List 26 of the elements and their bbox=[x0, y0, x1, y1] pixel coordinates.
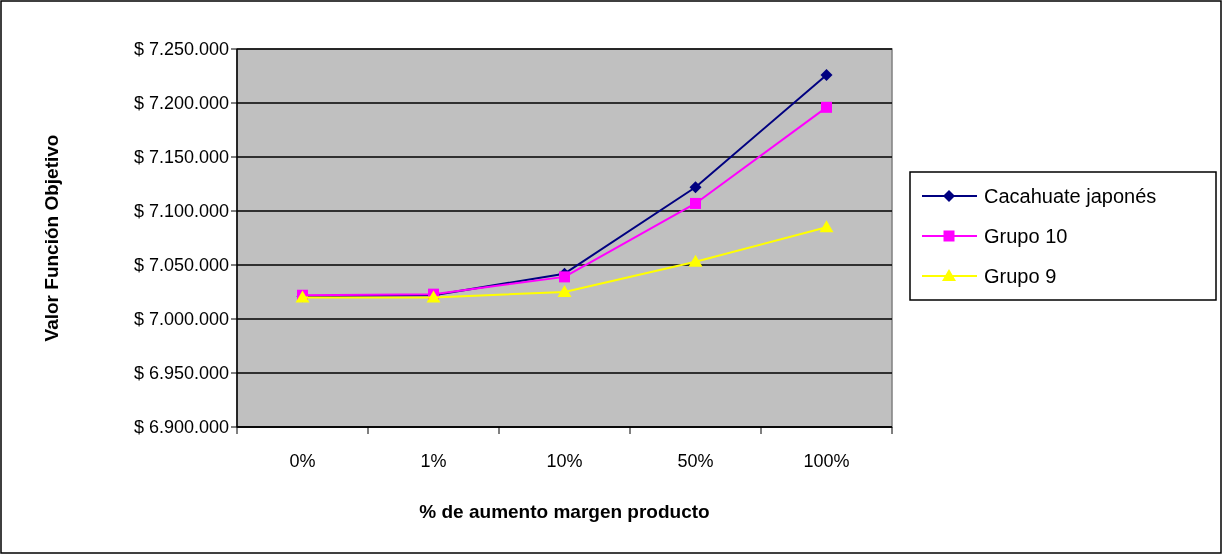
point bbox=[820, 68, 833, 81]
legend-label: Grupo 9 bbox=[984, 265, 1057, 287]
point bbox=[690, 197, 701, 209]
point bbox=[559, 271, 570, 283]
y-tick-label: $ 7.200.000 bbox=[133, 93, 229, 114]
legend-label: Cacahuate japonés bbox=[984, 185, 1157, 207]
legend-label: Grupo 10 bbox=[984, 225, 1068, 247]
y-axis-title: Valor Función Objetivo bbox=[41, 134, 62, 342]
point bbox=[688, 254, 703, 267]
y-tick-label: $ 7.100.000 bbox=[133, 201, 229, 222]
x-tick-label: 10% bbox=[546, 451, 583, 471]
y-tick-label: $ 7.050.000 bbox=[133, 255, 229, 276]
x-axis-title: % de aumento margen producto bbox=[419, 501, 710, 522]
y-tick-label: $ 6.950.000 bbox=[133, 363, 229, 384]
y-tick-label: $ 6.900.000 bbox=[133, 417, 229, 438]
point bbox=[689, 181, 702, 194]
x-tick-label: 0% bbox=[289, 451, 316, 471]
y-tick-label: $ 7.250.000 bbox=[133, 39, 229, 60]
point bbox=[821, 101, 832, 113]
y-tick-label: $ 7.000.000 bbox=[133, 309, 229, 330]
point bbox=[557, 285, 572, 297]
y-tick-label: $ 7.150.000 bbox=[133, 147, 229, 168]
x-tick-label: 100% bbox=[803, 451, 850, 471]
x-tick-label: 1% bbox=[420, 451, 447, 471]
point bbox=[819, 220, 834, 233]
x-tick-label: 50% bbox=[677, 451, 714, 471]
